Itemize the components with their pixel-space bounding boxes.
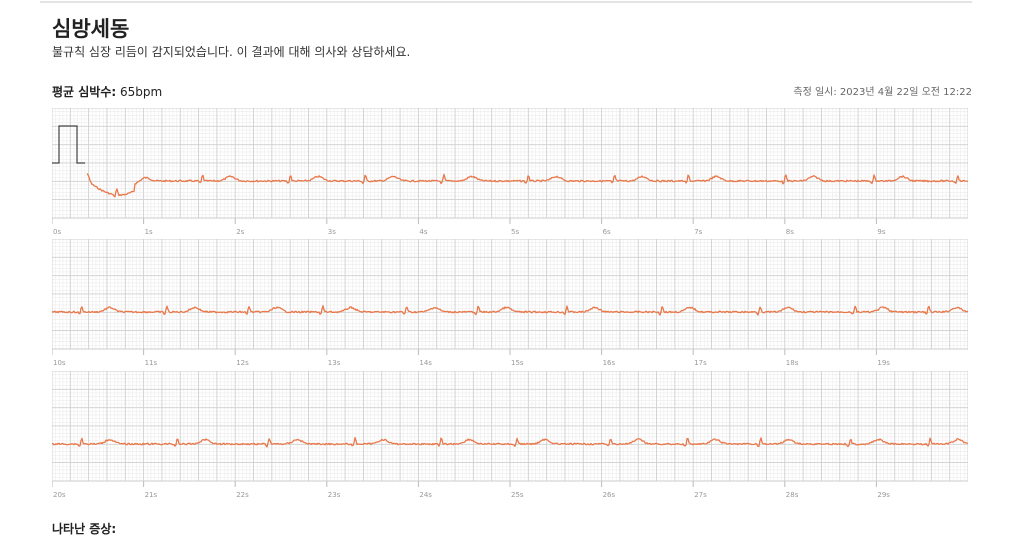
time-tick-label: 19s <box>877 359 890 367</box>
time-tick-label: 17s <box>694 359 707 367</box>
time-tick-label: 28s <box>786 491 799 499</box>
time-tick-label: 5s <box>511 228 519 236</box>
time-tick-label: 25s <box>511 491 524 499</box>
time-tick-label: 21s <box>145 491 158 499</box>
time-tick-label: 8s <box>786 228 794 236</box>
time-tick-label: 4s <box>419 228 427 236</box>
time-tick-label: 2s <box>236 228 244 236</box>
time-tick-label: 15s <box>511 359 524 367</box>
ecg-chart: 10s 11s 12s 13s 14s 15s 16s 17s 18s 19s <box>52 239 968 367</box>
ecg-trace <box>52 305 968 316</box>
time-tick-label: 16s <box>603 359 616 367</box>
time-tick-label: 3s <box>328 228 336 236</box>
calibration-pulse <box>52 125 85 164</box>
time-tick-label: 14s <box>419 359 432 367</box>
ecg-strip-1: 0s 1s 2s 3s 4s 5s 6s 7s 8s 9s <box>52 108 968 248</box>
time-tick-label: 10s <box>53 359 66 367</box>
top-divider <box>40 1 972 3</box>
ecg-chart: 0s 1s 2s 3s 4s 5s 6s 7s 8s 9s <box>52 108 968 236</box>
time-tick-label: 18s <box>786 359 799 367</box>
time-tick-label: 26s <box>603 491 616 499</box>
ecg-strip-2: 10s 11s 12s 13s 14s 15s 16s 17s 18s 19s <box>52 239 968 379</box>
average-heart-rate-value: 65bpm <box>120 85 163 99</box>
ecg-trace <box>86 173 968 198</box>
ecg-strip-3: 20s 21s 22s 23s 24s 25s 26s 27s 28s 29s <box>52 371 968 511</box>
symptoms-label: 나타난 증상: <box>52 522 117 536</box>
time-tick-label: 13s <box>328 359 341 367</box>
measurement-datetime: 측정 일시: 2023년 4월 22일 오전 12:22 <box>793 87 972 98</box>
time-tick-label: 0s <box>53 228 61 236</box>
time-tick-label: 27s <box>694 491 707 499</box>
average-heart-rate: 평균 심박수: 65bpm <box>52 83 162 100</box>
time-tick-label: 11s <box>145 359 158 367</box>
time-tick-label: 1s <box>145 228 153 236</box>
time-tick-label: 22s <box>236 491 249 499</box>
time-tick-label: 24s <box>419 491 432 499</box>
major-grid <box>52 371 968 482</box>
time-tick-label: 20s <box>53 491 66 499</box>
average-heart-rate-label: 평균 심박수: <box>52 85 117 99</box>
time-tick-label: 23s <box>328 491 341 499</box>
time-tick-label: 7s <box>694 228 702 236</box>
time-tick-label: 9s <box>877 228 885 236</box>
page-title: 심방세동 <box>52 17 130 41</box>
major-grid <box>52 108 968 219</box>
major-grid <box>52 239 968 350</box>
time-tick-label: 6s <box>603 228 611 236</box>
result-description: 불규칙 심장 리듬이 감지되었습니다. 이 결과에 대해 의사와 상담하세요. <box>52 45 411 59</box>
ecg-trace <box>52 437 968 448</box>
time-tick-label: 12s <box>236 359 249 367</box>
time-tick-label: 29s <box>877 491 890 499</box>
ecg-chart: 20s 21s 22s 23s 24s 25s 26s 27s 28s 29s <box>52 371 968 499</box>
